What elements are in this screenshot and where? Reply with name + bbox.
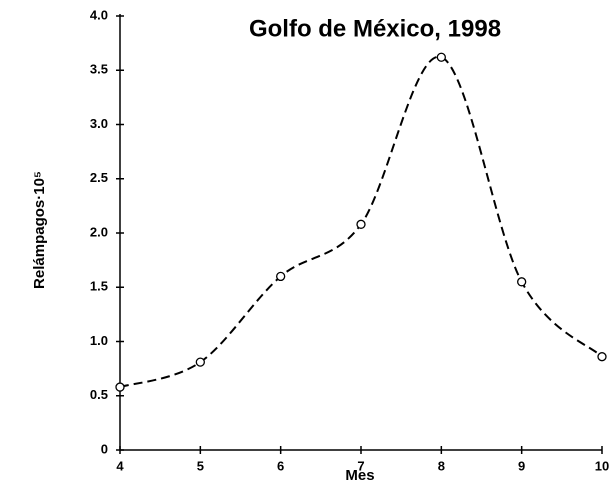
data-point xyxy=(195,357,205,367)
x-tick-label: 6 xyxy=(277,458,284,473)
y-tick-label: 0.5 xyxy=(90,387,108,402)
chart-title: Golfo de México, 1998 xyxy=(249,15,501,42)
y-tick-label: 1.5 xyxy=(90,279,108,294)
x-tick-label: 4 xyxy=(116,458,124,473)
x-axis-label: Mes xyxy=(345,467,374,484)
x-tick-label: 9 xyxy=(518,458,525,473)
data-point xyxy=(276,271,286,282)
data-point xyxy=(356,219,366,229)
y-tick-label: 0 xyxy=(101,441,108,456)
y-tick-label: 1.0 xyxy=(90,333,108,348)
data-point xyxy=(115,382,125,392)
data-point xyxy=(436,52,446,62)
y-tick-label: 3.0 xyxy=(90,116,108,131)
x-tick-label: 8 xyxy=(438,458,445,473)
y-tick-label: 4.0 xyxy=(90,7,108,22)
data-line xyxy=(119,56,603,389)
data-point xyxy=(597,352,607,362)
x-tick-label: 7 xyxy=(357,458,364,473)
x-tick-label: 10 xyxy=(595,458,609,473)
y-tick-label: 2.5 xyxy=(90,170,108,185)
data-point xyxy=(517,277,527,287)
y-tick-label: 3.5 xyxy=(90,62,108,77)
y-tick-label: 2.0 xyxy=(90,224,108,239)
y-axis-label: Relámpagos·10⁵ xyxy=(31,171,48,289)
x-tick-label: 5 xyxy=(197,458,204,473)
